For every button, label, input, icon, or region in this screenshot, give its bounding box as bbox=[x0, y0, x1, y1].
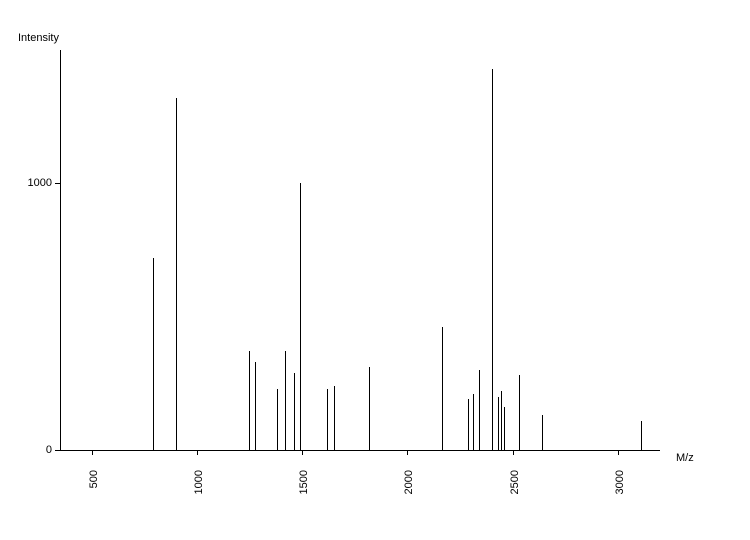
x-tick-label: 2500 bbox=[509, 470, 521, 500]
spectrum-peak bbox=[641, 421, 642, 450]
spectrum-peak bbox=[334, 386, 335, 450]
spectrum-peak bbox=[492, 69, 493, 450]
y-tick bbox=[55, 183, 60, 184]
x-axis-line bbox=[60, 450, 660, 451]
spectrum-peak bbox=[285, 351, 286, 450]
x-tick-label: 500 bbox=[88, 470, 100, 500]
spectrum-peak bbox=[176, 98, 177, 450]
y-tick bbox=[55, 450, 60, 451]
x-tick-label: 1500 bbox=[298, 470, 310, 500]
spectrum-peak bbox=[300, 183, 301, 450]
y-tick-label: 0 bbox=[46, 444, 52, 456]
spectrum-peak bbox=[153, 258, 154, 450]
spectrum-peak bbox=[327, 389, 328, 450]
spectrum-peak bbox=[249, 351, 250, 450]
spectrum-peak bbox=[442, 327, 443, 450]
spectrum-peak bbox=[294, 373, 295, 450]
x-tick-label: 1000 bbox=[193, 470, 205, 500]
x-axis-title: M/z bbox=[676, 452, 694, 464]
spectrum-peak bbox=[369, 367, 370, 450]
y-tick-label: 1000 bbox=[28, 177, 52, 189]
x-tick bbox=[302, 450, 303, 455]
spectrum-peak bbox=[498, 397, 499, 450]
spectrum-peak bbox=[542, 415, 543, 450]
x-tick-label: 3000 bbox=[614, 470, 626, 500]
spectrum-peak bbox=[519, 375, 520, 450]
x-tick-label: 2000 bbox=[403, 470, 415, 500]
mass-spectrum-chart: Intensity M/z 0 1000 500 1000 1500 2000 2500 3… bbox=[0, 0, 750, 540]
x-tick bbox=[92, 450, 93, 455]
spectrum-peak bbox=[255, 362, 256, 450]
y-axis-title: Intensity bbox=[18, 32, 59, 44]
spectrum-peak bbox=[479, 370, 480, 450]
y-axis-line bbox=[60, 50, 61, 450]
spectrum-peak bbox=[501, 391, 502, 450]
x-tick bbox=[618, 450, 619, 455]
spectrum-peak bbox=[473, 394, 474, 450]
spectrum-peak bbox=[277, 389, 278, 450]
x-tick bbox=[197, 450, 198, 455]
x-tick bbox=[513, 450, 514, 455]
spectrum-peak bbox=[468, 399, 469, 450]
x-tick bbox=[407, 450, 408, 455]
spectrum-peak bbox=[504, 407, 505, 450]
